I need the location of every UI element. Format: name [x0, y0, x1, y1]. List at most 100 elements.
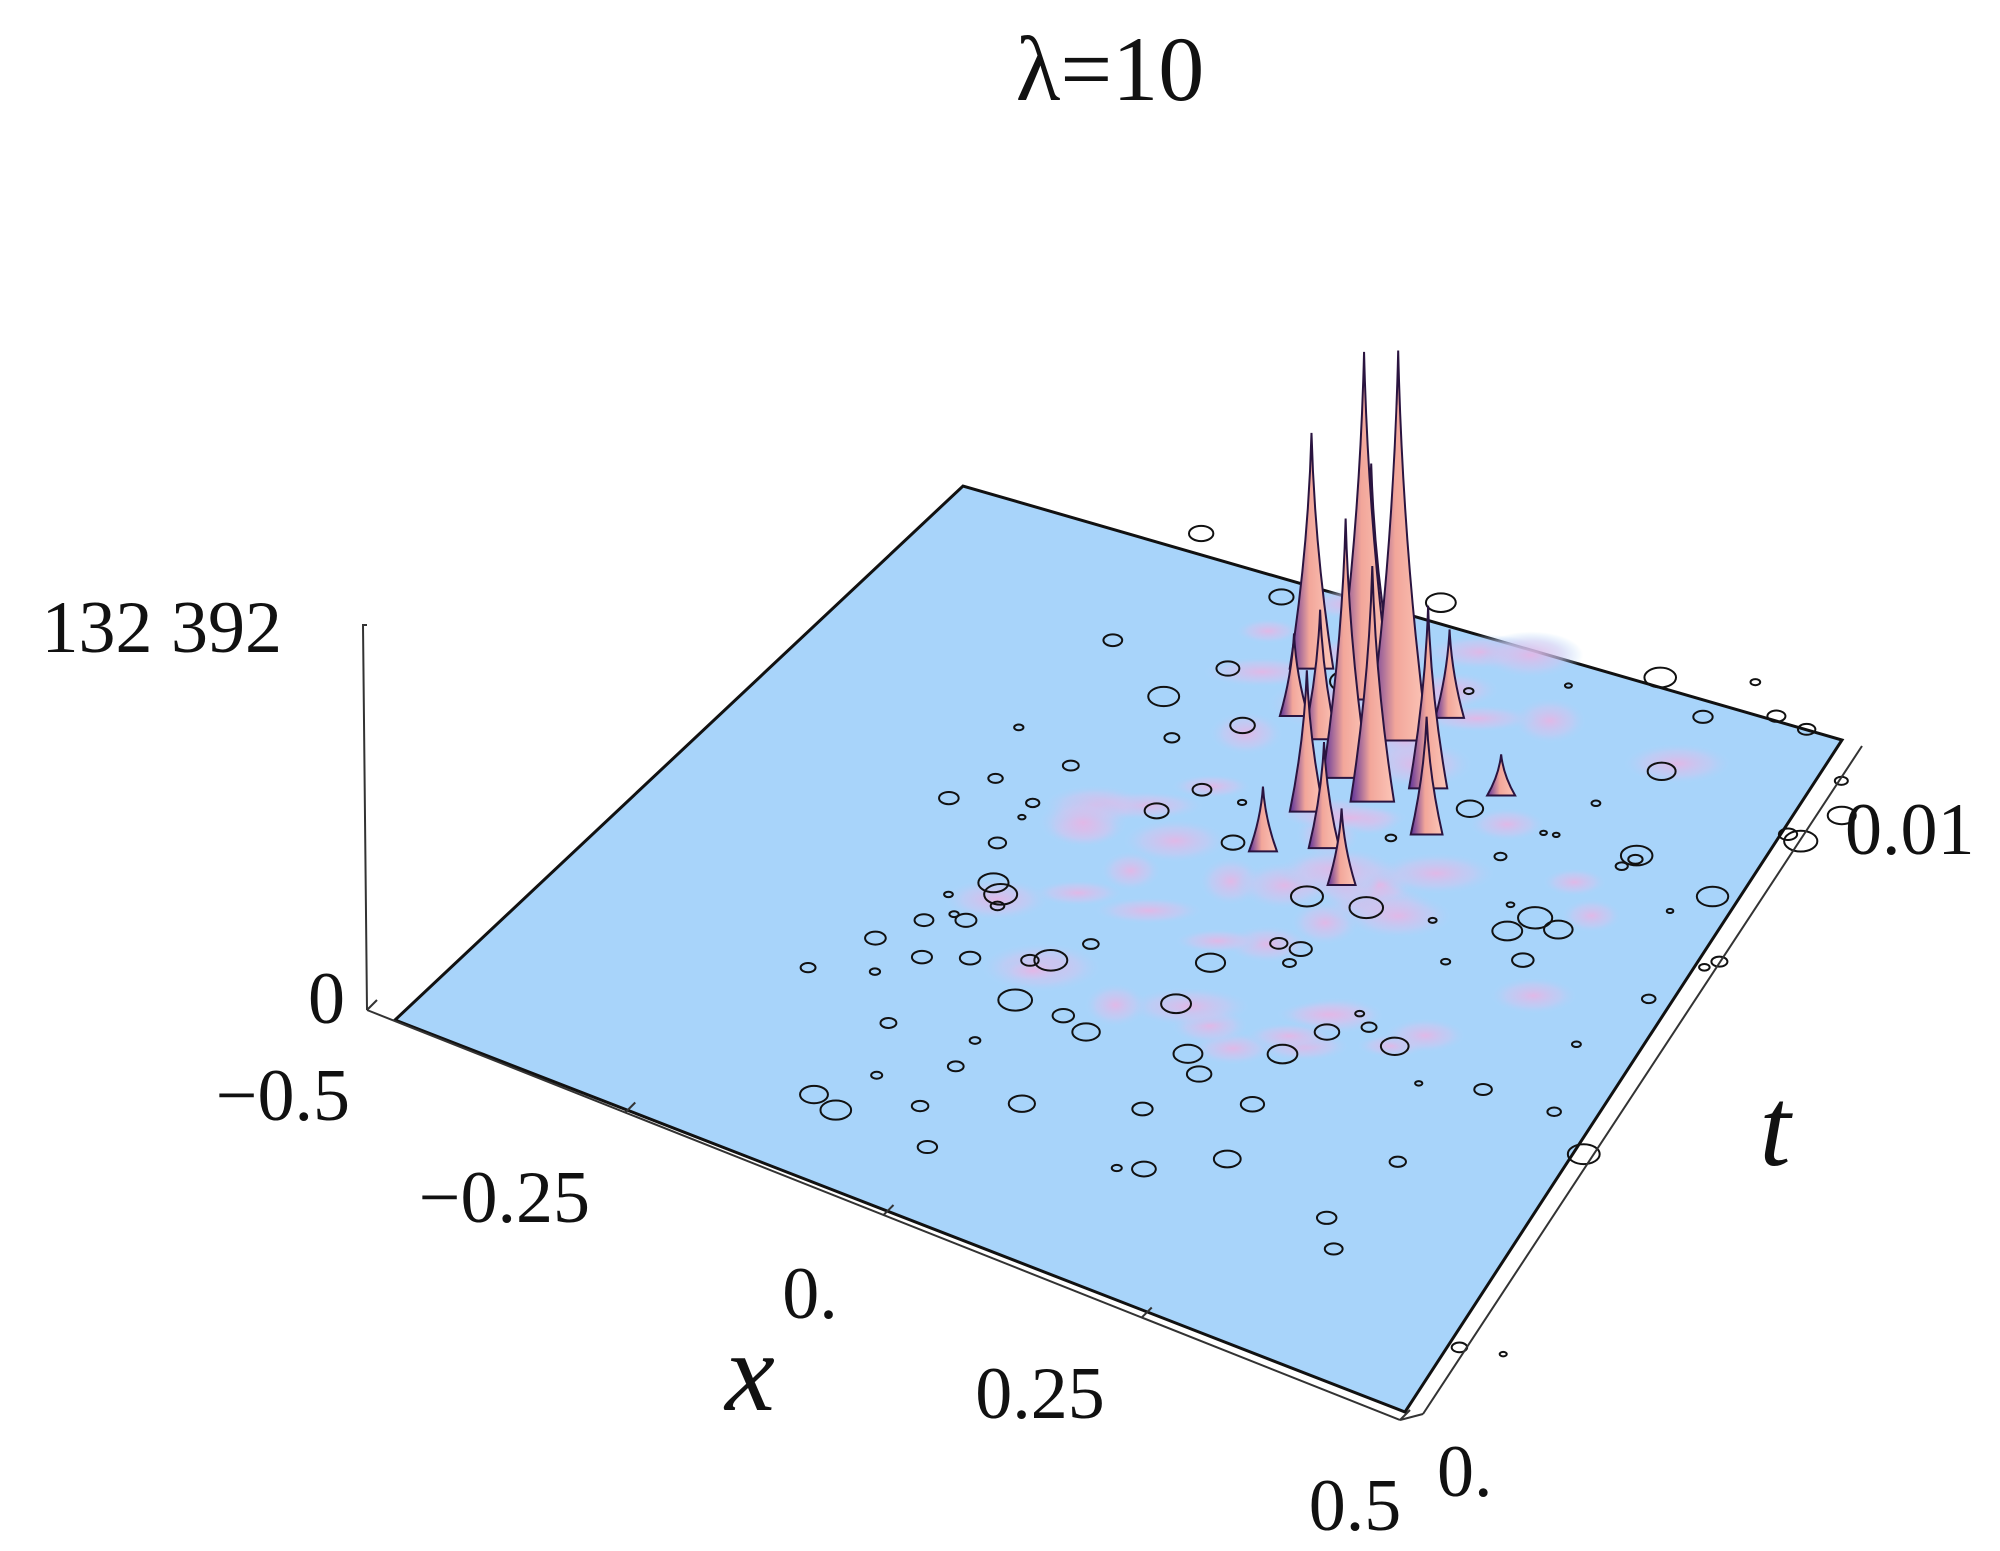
contour-loop — [1289, 885, 1324, 908]
ripple-blob — [1488, 976, 1579, 1015]
ripple-blob — [1036, 796, 1130, 849]
contour-loop — [1212, 1149, 1242, 1169]
z-axis-line — [361, 624, 368, 1011]
contour-loop — [1627, 853, 1644, 865]
contour-loop — [1427, 916, 1438, 924]
z-tick-label-max: 132 392 — [42, 587, 283, 669]
ripple-blob — [1541, 867, 1608, 897]
x-tick-mark — [1141, 1306, 1153, 1319]
contour-loop — [1315, 1210, 1338, 1225]
surface-peak — [1247, 786, 1279, 853]
contour-loop — [987, 836, 1008, 850]
contour-loop — [1160, 993, 1193, 1015]
contour-loop — [1563, 682, 1573, 689]
contour-loop — [1695, 885, 1730, 908]
contour-loop — [910, 1099, 930, 1113]
contour-loop — [1698, 962, 1711, 972]
contour-loop — [1051, 1007, 1076, 1024]
contour-loop — [1239, 1095, 1266, 1113]
contour-loop — [954, 912, 978, 928]
surface-peak — [1288, 432, 1335, 670]
contour-loop — [1187, 524, 1215, 543]
contour-loop — [1646, 761, 1677, 782]
contour-loop — [799, 961, 817, 974]
contour-loop — [1282, 957, 1297, 969]
contour-loop — [1619, 844, 1654, 867]
x-tick-mark — [882, 1204, 895, 1216]
corner-line — [1399, 1413, 1424, 1421]
ripple-blob — [1120, 818, 1229, 864]
surface-peak — [1307, 742, 1341, 850]
contour-loop — [1071, 1022, 1101, 1042]
ripple-blob — [1170, 773, 1253, 799]
contour-loop — [799, 1084, 829, 1105]
contour-loop — [1498, 1350, 1508, 1358]
contour-loop — [1440, 957, 1452, 966]
contour-loop — [1313, 1023, 1341, 1041]
ripple-blob — [1000, 958, 1066, 984]
contour-loop — [958, 950, 982, 966]
contour-loop — [1570, 1040, 1582, 1049]
contour-loop — [1147, 685, 1181, 708]
x-tick-mark — [366, 999, 378, 1011]
contour-loop — [983, 883, 1019, 906]
contour-loop — [1749, 678, 1762, 687]
ripple-blob — [1478, 631, 1584, 679]
chart-title: λ=10 — [1016, 18, 1205, 120]
surface-peak — [1278, 633, 1310, 717]
contour-loop — [1268, 588, 1295, 606]
contour-loop — [968, 1036, 982, 1045]
contour-loop — [1007, 1094, 1036, 1113]
contour-loop — [938, 790, 960, 806]
ripple-blob — [1092, 896, 1205, 925]
x-tick-label-4: 0.25 — [975, 1353, 1105, 1435]
axis-ticks — [366, 999, 1411, 1421]
ripple-blob — [1467, 807, 1547, 842]
contour-loop — [946, 1060, 965, 1073]
contour-loop — [1025, 797, 1041, 809]
ripple-blob — [1560, 898, 1623, 934]
x-tick-label-2: −0.25 — [419, 1157, 590, 1239]
contour-loop — [1665, 907, 1675, 915]
contour-loop — [1511, 952, 1535, 968]
x-axis-label: x — [723, 1311, 775, 1435]
surface-peak — [1321, 518, 1370, 779]
contour-loop — [1102, 633, 1124, 648]
contour-loop — [1826, 805, 1857, 826]
contour-loop — [868, 967, 882, 976]
contour-loop — [1566, 1143, 1601, 1166]
contour-loop — [1288, 941, 1313, 958]
contour-loop — [1783, 829, 1819, 853]
contour-loop — [977, 872, 1010, 894]
ripple-blob — [1341, 893, 1455, 939]
contour-loop — [1266, 1043, 1299, 1065]
contour-loop — [1640, 993, 1657, 1005]
contour-loop — [864, 930, 887, 946]
contour-loop — [1348, 896, 1385, 920]
contour-loop — [819, 1099, 853, 1121]
surface-ripples — [941, 589, 1734, 1066]
surface-peak — [1302, 609, 1338, 741]
contour-loop — [1766, 709, 1787, 723]
contour-loop — [1614, 861, 1629, 871]
contour-loop — [1388, 1155, 1407, 1168]
ripple-blob — [1374, 851, 1498, 895]
surface-peaks — [1247, 350, 1517, 887]
contour-loop — [943, 890, 954, 899]
contour-loop — [916, 1139, 939, 1155]
contour-loop — [1643, 666, 1678, 689]
contour-loop — [1384, 833, 1398, 843]
z-tick-label-zero: 0 — [308, 958, 345, 1040]
contour-loop — [1013, 723, 1025, 732]
surface-peak — [1407, 605, 1449, 790]
contour-loop — [1543, 919, 1574, 940]
contour-loop — [1710, 955, 1729, 968]
contour-loop — [913, 913, 935, 928]
contour-loop — [1414, 1080, 1424, 1087]
ripple-blob — [1621, 742, 1734, 785]
contour-loop — [1185, 1065, 1213, 1083]
contour-loop — [1463, 687, 1475, 696]
t-tick-label-1: 0. — [1437, 1431, 1493, 1513]
ripple-blob — [1235, 618, 1301, 645]
ripple-blob — [1383, 1017, 1468, 1054]
